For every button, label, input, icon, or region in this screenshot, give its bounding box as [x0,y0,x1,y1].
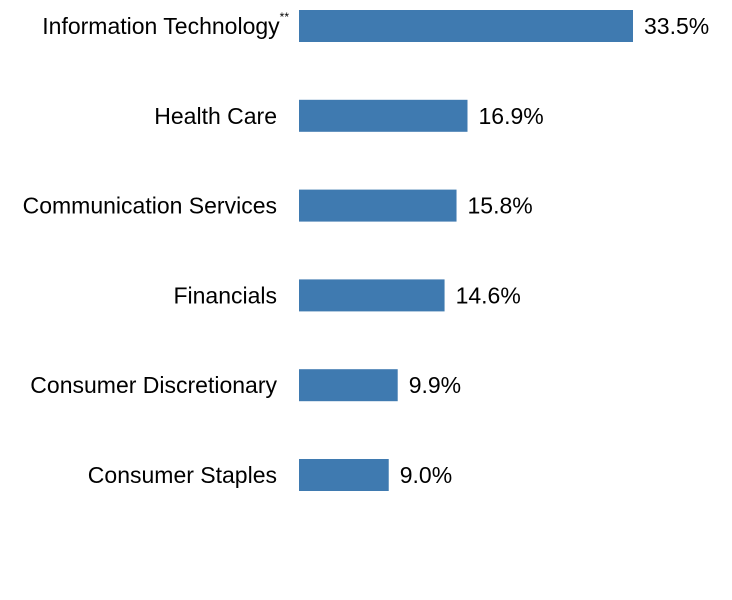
value-label-communication-services: 15.8% [468,193,533,219]
category-label-information-technology: Information Technology** [42,10,289,39]
category-label-health-care: Health Care [154,103,277,129]
value-label-information-technology: 33.5% [644,13,709,39]
category-label-text: Information Technology [42,13,280,39]
value-label-financials: 14.6% [456,282,521,308]
bar-communication-services [299,189,457,222]
bar-financials [299,279,445,312]
bar-consumer-staples [299,459,389,491]
category-label-consumer-discretionary: Consumer Discretionary [30,372,277,398]
value-labels-group: 33.5% 16.9% 15.8% 14.6% 9.9% 9.0% [400,13,709,488]
bar-health-care [299,99,468,132]
category-label-communication-services: Communication Services [23,193,277,219]
value-label-consumer-staples: 9.0% [400,462,452,488]
bar-consumer-discretionary [299,369,398,402]
category-footnote-marker: ** [280,10,290,24]
category-label-financials: Financials [173,282,277,308]
value-label-health-care: 16.9% [478,103,543,129]
value-label-consumer-discretionary: 9.9% [409,372,461,398]
bar-information-technology [299,10,633,42]
bars-group [299,10,633,491]
category-labels-group: Information Technology** Health Care Commu… [23,10,290,488]
category-label-consumer-staples: Consumer Staples [88,462,277,488]
